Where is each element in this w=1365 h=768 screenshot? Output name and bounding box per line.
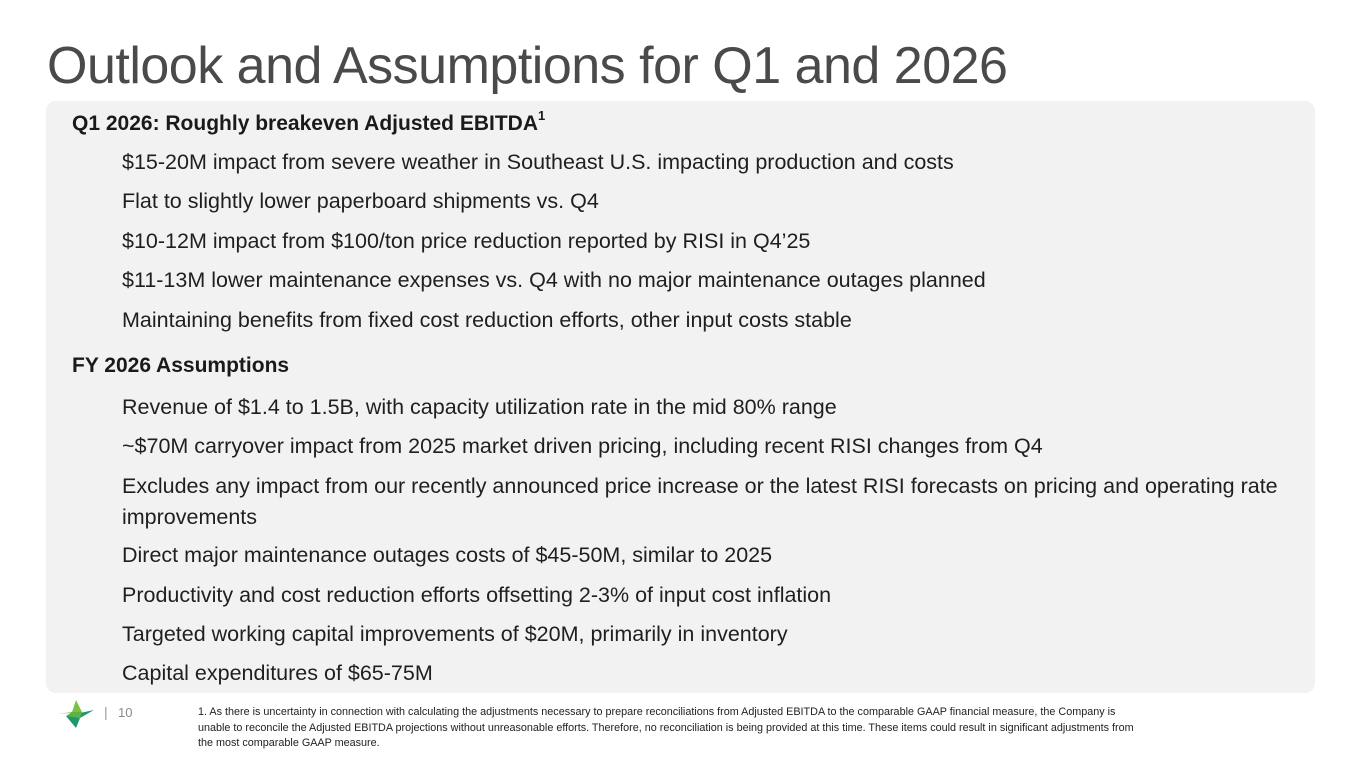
q1-heading: Q1 2026: Roughly breakeven Adjusted EBIT… bbox=[72, 108, 546, 136]
fy-bullet: Targeted working capital improvements of… bbox=[122, 622, 788, 646]
company-logo-icon bbox=[58, 700, 94, 728]
fy-bullet: Revenue of $1.4 to 1.5B, with capacity u… bbox=[122, 395, 837, 419]
fy-bullet: Excludes any impact from our recently an… bbox=[122, 474, 1278, 529]
footnote-marker: 1 bbox=[538, 108, 546, 123]
fy-bullet: Direct major maintenance outages costs o… bbox=[122, 543, 773, 567]
footnote: 1. As there is uncertainty in connection… bbox=[198, 706, 1134, 749]
q1-bullet: $10-12M impact from $100/ton price reduc… bbox=[122, 229, 811, 253]
q1-bullet: $15-20M impact from severe weather in So… bbox=[122, 150, 954, 174]
content-panel bbox=[46, 101, 1315, 693]
q1-bullet: $11-13M lower maintenance expenses vs. Q… bbox=[122, 268, 986, 292]
fy-bullet: Productivity and cost reduction efforts … bbox=[122, 583, 832, 607]
page-number: 10 bbox=[118, 705, 133, 720]
fy-heading: FY 2026 Assumptions bbox=[72, 354, 290, 377]
fy-bullet: Capital expenditures of $65-75M bbox=[122, 661, 433, 685]
page-separator: | bbox=[104, 704, 108, 720]
slide-title: Outlook and Assumptions for Q1 and 2026 bbox=[47, 37, 1008, 95]
q1-heading-text: Q1 2026: Roughly breakeven Adjusted EBIT… bbox=[72, 112, 539, 135]
fy-bullet: ~$70M carryover impact from 2025 market … bbox=[122, 434, 1043, 458]
q1-bullet: Flat to slightly lower paperboard shipme… bbox=[122, 189, 599, 213]
q1-bullet: Maintaining benefits from fixed cost red… bbox=[122, 308, 852, 332]
